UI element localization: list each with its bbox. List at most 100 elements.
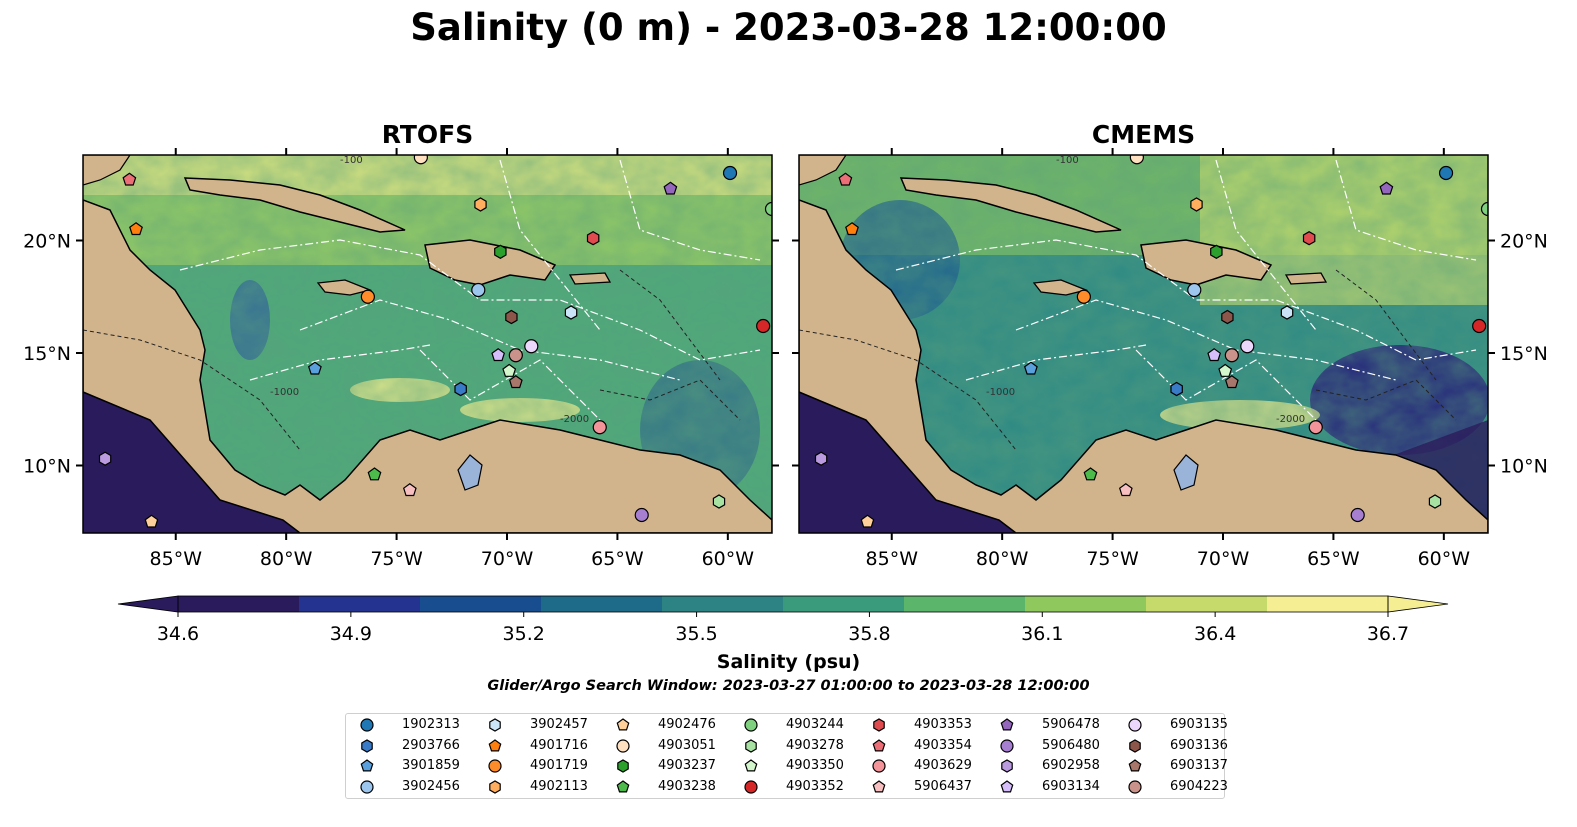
legend-marker-circle [744,779,758,794]
legend-marker-icon [873,718,885,732]
float-marker-6904223 [1224,348,1239,363]
float-marker-4903278 [1428,494,1442,509]
float-marker-1902313 [1438,165,1454,181]
float-marker-4903353 [586,231,600,246]
legend-marker-icon [872,738,886,751]
float-marker-4903051 [1129,155,1144,165]
colorbar-segment [541,596,663,612]
lon-tick-label: 65°W [1307,548,1360,570]
legend-marker-icon [744,779,758,794]
legend-marker-circle [616,738,630,753]
float-marker-3902456 [471,282,486,298]
float-marker-4901716 [845,222,859,236]
map-frame-rtofs [82,154,773,534]
float-marker-4903354 [122,172,137,186]
legend-label: 6903136 [1170,737,1228,753]
lat-tick-label: 20°N [1500,231,1548,253]
legend-marker-icon [488,738,502,751]
legend-label: 4903354 [914,737,972,753]
legend-label: 2903766 [402,737,460,753]
float-marker-4902476 [860,514,875,528]
legend-marker-icon [872,759,886,773]
float-marker-4903244 [1480,201,1488,217]
colorbar-tick-label: 35.8 [848,623,890,645]
contour-label: -2000 [560,414,589,425]
float-marker-6904223 [508,348,523,363]
legend-marker-circle [360,779,374,794]
legend-label: 5906478 [1042,717,1100,732]
legend-marker-circle [360,718,374,732]
float-marker-5906480 [634,507,649,523]
lat-tick-label: 10°N [1500,456,1548,478]
legend-label: 4903629 [914,758,972,773]
float-marker-6903136 [1221,309,1234,325]
legend-marker-icon [1000,738,1014,753]
legend-label: 4903278 [786,737,844,753]
float-marker-3901859 [1023,361,1038,375]
legend-marker-icon [1128,718,1142,732]
colorbar-segment [1025,596,1147,612]
legend-marker-pentagon [488,738,502,751]
float-marker-3901859 [307,361,322,375]
colorbar-tick-label: 36.4 [1194,623,1236,645]
contour-label: -1000 [986,387,1015,398]
lon-tick-label: 65°W [591,548,644,570]
float-marker-1902313 [722,165,738,181]
float-marker-4903278 [712,494,726,509]
legend-marker-hexagon [361,738,373,753]
float-marker-4901716 [129,222,143,236]
float-marker-6903134 [491,348,506,362]
float-marker-4902113 [474,197,487,212]
float-marker-6903134 [1207,348,1222,362]
float-marker-6903135 [1240,339,1255,354]
legend-label: 4902476 [658,717,716,732]
yucatan-land [83,155,131,186]
legend-marker-hexagon [1001,759,1013,773]
lon-tick-label: 75°W [1086,548,1139,570]
legend-marker-icon [744,718,758,732]
float-marker-6903136 [505,309,518,325]
page-title: Salinity (0 m) - 2023-03-28 12:00:00 [410,6,1167,49]
legend-label: 4903350 [786,758,844,773]
float-marker-4903051 [413,155,428,165]
legend-marker-icon [488,759,502,773]
float-marker-6902958 [814,451,828,466]
legend-marker-icon [1128,759,1142,772]
colorbar-frame [177,595,1389,613]
lake-maracaibo [457,454,483,491]
legend-marker-circle [744,718,758,732]
float-marker-6903137 [1224,375,1239,389]
legend-marker-pentagon [1128,759,1142,772]
legend-marker-pentagon [1000,779,1014,792]
float-marker-6903135 [524,339,539,354]
float-markers-rtofs [98,155,772,528]
pacific-ocean [799,392,1016,533]
cuba-island [899,177,1122,233]
lat-tick-label: 15°N [23,343,71,365]
map-frame-cmems [798,154,1489,534]
legend-label: 3901859 [402,758,460,773]
float-marker-5906478 [1379,181,1394,195]
colorbar-tick-label: 35.2 [503,623,545,645]
contour-label: -1000 [270,387,299,398]
float-marker-4903237 [494,244,507,259]
legend-label: 4903244 [786,717,844,732]
colorbar-segment [420,596,542,612]
float-marker-4903244 [764,201,772,217]
puerto-rico-island [1284,272,1328,285]
puerto-rico-island [568,272,612,285]
colorbar-segment [662,596,784,612]
colorbar-segment [1146,596,1268,612]
lat-tick-label: 15°N [1500,343,1548,365]
map-panel-rtofs: -1000 -100 -2000 [83,155,772,533]
mainland-land [83,199,772,533]
legend-marker-circle [488,759,502,773]
legend-marker-icon [616,738,630,753]
lon-tick-label: 85°W [866,548,919,570]
hispaniola-island [424,239,557,286]
legend-marker-icon [361,738,373,753]
colorbar-extend-max [1387,595,1449,613]
legend-label: 4902113 [530,778,588,794]
legend-label: 4903237 [658,758,716,773]
bathymetry-contours [83,269,741,451]
